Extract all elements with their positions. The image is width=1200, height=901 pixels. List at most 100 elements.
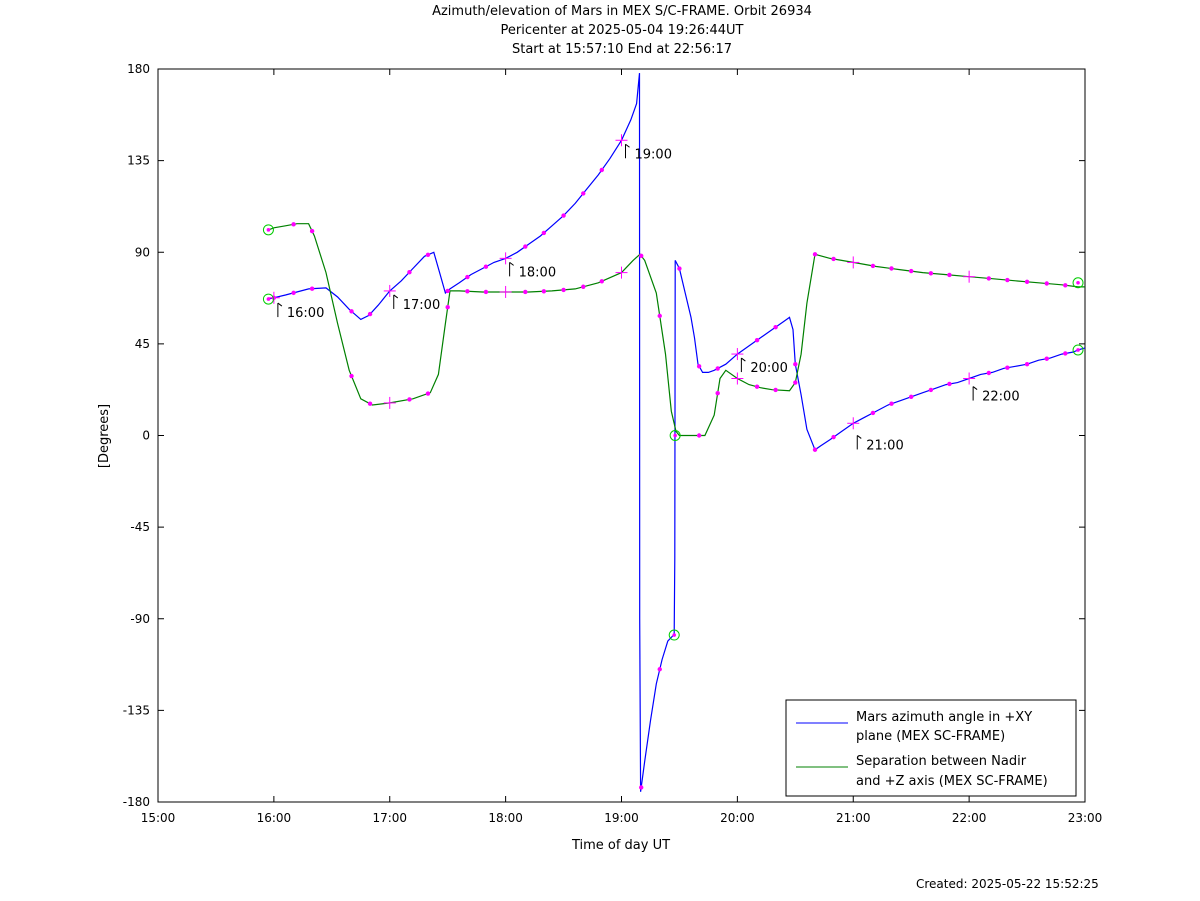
hour-annotation: 19:00: [625, 143, 672, 162]
hour-annotation-label: 16:00: [287, 306, 324, 321]
data-point-separation: [541, 289, 547, 294]
hour-annotation-arrowhead: [393, 294, 399, 299]
series-line-azimuth: [268, 73, 676, 792]
hour-annotation-arrowhead: [277, 302, 283, 307]
x-tick-label: 19:00: [604, 811, 639, 825]
created-timestamp: Created: 2025-05-22 15:52:25: [916, 877, 1099, 891]
endpoint-dot: [1076, 280, 1080, 285]
data-point-azimuth: [1063, 351, 1068, 356]
hour-annotation: 20:00: [740, 357, 788, 376]
data-point-separation: [870, 263, 876, 269]
data-point-separation: [407, 397, 412, 402]
data-point-separation: [1044, 281, 1049, 286]
data-point-separation: [445, 305, 450, 310]
data-point-azimuth: [715, 366, 720, 371]
hour-annotation: 22:00: [972, 386, 1020, 405]
data-point-azimuth: [928, 387, 934, 393]
data-point-separation: [831, 256, 836, 262]
data-point-separation: [928, 271, 934, 276]
data-point-separation: [986, 276, 992, 281]
hour-annotation-arrowhead: [509, 261, 514, 266]
data-point-azimuth: [773, 324, 778, 330]
legend-entry-azimuth-line-2: plane (MEX SC-FRAME): [856, 729, 1005, 744]
hour-marker-azimuth: [847, 417, 860, 430]
endpoint-dot: [1076, 348, 1080, 352]
data-point-azimuth: [599, 167, 605, 173]
legend: Mars azimuth angle in +XY plane (MEX SC-…: [785, 699, 1077, 797]
legend-box: [785, 699, 1077, 797]
hour-marker-separation: [963, 270, 976, 283]
legend-entry-separation-line-1: Separation between Nadir: [856, 754, 1027, 769]
y-tick-label: -45: [130, 520, 150, 534]
data-point-separation: [309, 228, 315, 234]
data-point-separation: [561, 287, 566, 293]
y-tick-label: -135: [123, 703, 150, 717]
data-point-azimuth: [561, 213, 566, 218]
hour-marker-separation: [499, 285, 512, 298]
endpoint-circle: [1072, 277, 1084, 289]
x-tick-label: 16:00: [257, 811, 292, 825]
hour-annotation-arrowhead: [625, 143, 630, 148]
data-point-separation: [638, 253, 644, 259]
hour-marker-separation: [847, 256, 860, 269]
data-point-azimuth: [793, 362, 798, 367]
data-point-separation: [349, 373, 354, 379]
data-point-separation: [1063, 283, 1068, 288]
data-point-azimuth: [986, 370, 992, 376]
data-point-separation: [657, 313, 662, 319]
data-point-azimuth: [445, 288, 450, 294]
data-point-azimuth: [1005, 365, 1010, 370]
data-point-separation: [581, 284, 586, 289]
y-tick-label: 180: [127, 62, 150, 76]
chart-title-line-3: Start at 15:57:10 End at 22:56:17: [511, 42, 733, 57]
hour-annotation-label: 21:00: [866, 438, 903, 453]
data-point-separation: [812, 252, 818, 257]
x-tick-label: 21:00: [836, 811, 871, 825]
hour-marker-azimuth: [383, 284, 396, 297]
y-tick-label: 0: [142, 429, 150, 443]
data-point-separation: [793, 380, 798, 385]
data-point-azimuth: [908, 394, 914, 400]
data-point-azimuth: [541, 230, 547, 236]
y-axis-label: [Degrees]: [97, 404, 112, 468]
data-point-separation: [599, 279, 605, 284]
endpoint-circle: [262, 224, 274, 236]
data-point-azimuth: [407, 270, 412, 275]
data-point-azimuth: [309, 286, 315, 291]
y-tick-label: 135: [127, 154, 150, 168]
data-point-azimuth: [523, 244, 528, 249]
hour-annotation-label: 18:00: [519, 265, 556, 280]
data-point-azimuth: [812, 447, 818, 452]
data-point-azimuth: [425, 252, 431, 257]
hour-marker-separation: [731, 372, 744, 385]
hour-marker-azimuth: [499, 252, 512, 265]
hour-annotation-label: 20:00: [750, 361, 787, 376]
endpoint-dot: [266, 297, 271, 301]
data-point-separation: [291, 222, 296, 227]
hour-annotation-label: 19:00: [635, 147, 672, 162]
x-tick-label: 23:00: [1068, 811, 1103, 825]
data-point-azimuth: [483, 264, 489, 269]
y-tick-label: -90: [130, 612, 150, 626]
data-point-separation: [889, 266, 894, 271]
chart-title-line-1: Azimuth/elevation of Mars in MEX S/C-FRA…: [432, 4, 812, 19]
data-point-azimuth: [1044, 356, 1049, 361]
chart-title-line-2: Pericenter at 2025-05-04 19:26:44UT: [500, 23, 744, 38]
data-point-azimuth: [349, 309, 354, 314]
data-point-azimuth: [754, 338, 760, 343]
hour-annotation: 17:00: [393, 294, 440, 313]
x-tick-label: 15:00: [141, 811, 176, 825]
data-point-azimuth: [947, 381, 952, 387]
series-line-separation: [268, 223, 1085, 437]
hour-annotation: 16:00: [277, 302, 324, 321]
data-point-separation: [754, 384, 760, 389]
endpoint-circle: [262, 293, 274, 305]
hour-annotation-label: 17:00: [403, 298, 440, 313]
y-tick-label: -180: [123, 795, 150, 809]
x-tick-label: 22:00: [952, 811, 987, 825]
hour-annotation-arrowhead: [856, 435, 862, 439]
endpoint-dot: [266, 228, 271, 232]
data-point-azimuth: [465, 274, 470, 280]
data-point-azimuth: [657, 667, 662, 672]
legend-entry-azimuth-line-1: Mars azimuth angle in +XY: [856, 710, 1032, 725]
